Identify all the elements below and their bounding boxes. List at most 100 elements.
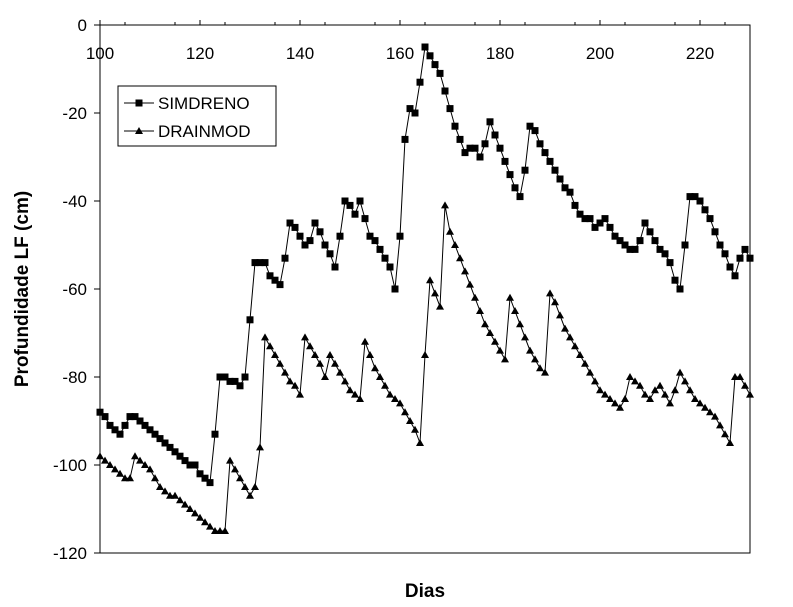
data-point bbox=[606, 395, 614, 402]
data-point bbox=[586, 215, 594, 223]
data-point bbox=[436, 69, 444, 77]
data-point bbox=[111, 465, 119, 473]
data-point bbox=[126, 413, 134, 421]
data-point bbox=[596, 386, 604, 394]
data-point bbox=[501, 157, 509, 165]
data-point bbox=[591, 377, 599, 385]
data-point bbox=[246, 491, 254, 499]
data-point bbox=[196, 470, 204, 478]
data-point bbox=[466, 144, 474, 152]
data-point bbox=[661, 390, 669, 398]
legend-label: DRAINMOD bbox=[158, 122, 251, 141]
data-point bbox=[416, 78, 424, 86]
data-point bbox=[636, 381, 644, 389]
data-point bbox=[686, 386, 694, 394]
data-point bbox=[491, 337, 499, 345]
data-point bbox=[371, 237, 379, 245]
legend-label: SIMDRENO bbox=[158, 94, 250, 113]
series-simdreno bbox=[96, 43, 754, 487]
data-point bbox=[336, 232, 344, 240]
data-point bbox=[261, 259, 269, 267]
data-point bbox=[296, 390, 304, 398]
data-point bbox=[151, 474, 159, 482]
data-point bbox=[191, 509, 199, 517]
data-point bbox=[206, 522, 214, 530]
data-point bbox=[666, 399, 674, 407]
data-point bbox=[671, 276, 679, 284]
data-point bbox=[101, 456, 109, 464]
data-point bbox=[591, 223, 599, 231]
data-point bbox=[471, 144, 479, 152]
data-point bbox=[421, 351, 429, 358]
data-point bbox=[721, 430, 729, 438]
data-point bbox=[256, 259, 264, 267]
data-point bbox=[571, 201, 579, 209]
x-axis-title: Dias bbox=[405, 581, 445, 602]
data-point bbox=[411, 425, 419, 433]
data-point bbox=[436, 302, 444, 310]
data-point bbox=[536, 140, 544, 148]
y-tick-label: -80 bbox=[62, 368, 87, 387]
data-point bbox=[391, 285, 399, 293]
data-point bbox=[566, 333, 574, 341]
data-point bbox=[501, 355, 509, 363]
data-point bbox=[521, 333, 529, 341]
data-point bbox=[446, 227, 454, 235]
data-point bbox=[676, 368, 684, 376]
x-tick-label: 220 bbox=[686, 44, 714, 63]
data-point bbox=[181, 457, 189, 465]
series-layer bbox=[96, 43, 754, 534]
data-point bbox=[331, 359, 339, 367]
data-point bbox=[576, 210, 584, 218]
y-tick-label: -40 bbox=[62, 192, 87, 211]
data-point bbox=[541, 149, 549, 157]
data-point bbox=[146, 426, 154, 434]
data-point bbox=[186, 505, 194, 512]
data-point bbox=[156, 483, 164, 490]
data-point bbox=[601, 390, 609, 398]
data-point bbox=[541, 368, 549, 376]
data-point bbox=[326, 250, 334, 258]
data-point bbox=[571, 342, 579, 350]
data-point bbox=[346, 386, 354, 394]
y-tick-label: -120 bbox=[53, 544, 87, 563]
data-point bbox=[596, 219, 604, 227]
data-point bbox=[346, 201, 354, 209]
data-point bbox=[706, 215, 714, 223]
y-axis-ticks: 0 -20 -40 -60 -80 -100 -120 bbox=[53, 16, 100, 563]
data-point bbox=[716, 241, 724, 249]
data-point bbox=[306, 342, 314, 350]
data-point bbox=[616, 403, 624, 411]
data-point bbox=[606, 223, 614, 231]
data-point bbox=[616, 237, 624, 245]
data-point bbox=[176, 452, 184, 460]
data-point bbox=[281, 368, 289, 376]
data-point bbox=[391, 395, 399, 402]
data-point bbox=[376, 373, 384, 380]
data-point bbox=[741, 245, 749, 253]
data-point bbox=[306, 237, 314, 245]
data-point bbox=[221, 373, 229, 381]
data-point bbox=[481, 320, 489, 328]
data-point bbox=[651, 237, 659, 245]
legend-box bbox=[117, 85, 277, 147]
data-point bbox=[241, 483, 249, 490]
data-point bbox=[141, 421, 149, 429]
data-point bbox=[696, 399, 704, 407]
data-point bbox=[386, 390, 394, 398]
data-point bbox=[586, 368, 594, 376]
data-point bbox=[406, 417, 414, 424]
data-point bbox=[211, 430, 219, 438]
data-point bbox=[646, 395, 654, 402]
data-point bbox=[536, 364, 544, 372]
data-point bbox=[271, 351, 279, 358]
data-point bbox=[506, 171, 514, 179]
data-point bbox=[581, 215, 589, 223]
data-point bbox=[176, 496, 184, 504]
legend-item: DRAINMOD bbox=[124, 122, 251, 141]
data-point bbox=[481, 140, 489, 148]
data-point bbox=[186, 461, 194, 469]
data-point bbox=[691, 193, 699, 201]
data-point bbox=[401, 135, 409, 143]
